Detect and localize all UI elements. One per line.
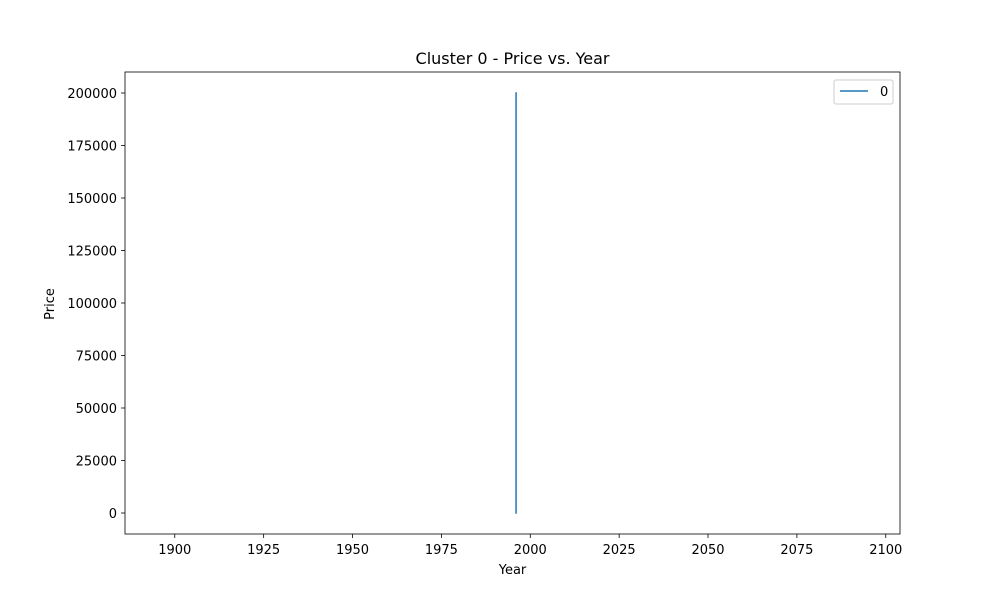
legend: 0	[833, 79, 894, 105]
x-tick-label: 1925	[247, 543, 280, 558]
x-tick-label: 2050	[691, 543, 724, 558]
legend-label-0: 0	[880, 85, 888, 100]
y-tick-label: 175000	[67, 140, 117, 155]
x-tick-label: 2025	[603, 543, 636, 558]
chart-title: Cluster 0 - Price vs. Year	[416, 49, 610, 68]
x-tick-label: 2000	[514, 543, 547, 558]
y-tick-label: 150000	[67, 192, 117, 207]
y-tick-label: 200000	[67, 87, 117, 102]
legend-box	[833, 79, 894, 105]
x-tick-label: 1900	[158, 543, 191, 558]
y-tick-label: 50000	[76, 402, 117, 417]
x-tick-label: 2100	[869, 543, 902, 558]
y-tick-label: 75000	[76, 350, 117, 365]
plot-area: 1900 1925 1950 1975 2000 2025 2050 2075 2100 0 250…	[67, 71, 902, 558]
y-tick-label: 125000	[67, 245, 117, 260]
y-tick-label: 0	[109, 507, 117, 522]
x-tick-label: 2075	[780, 543, 813, 558]
x-tick-label: 1950	[336, 543, 369, 558]
y-tick-label: 25000	[76, 455, 117, 470]
x-tick-label: 1975	[425, 543, 458, 558]
y-tick-label: 100000	[67, 297, 117, 312]
x-axis-label: Year	[498, 563, 527, 578]
y-axis-label: Price	[43, 288, 58, 320]
